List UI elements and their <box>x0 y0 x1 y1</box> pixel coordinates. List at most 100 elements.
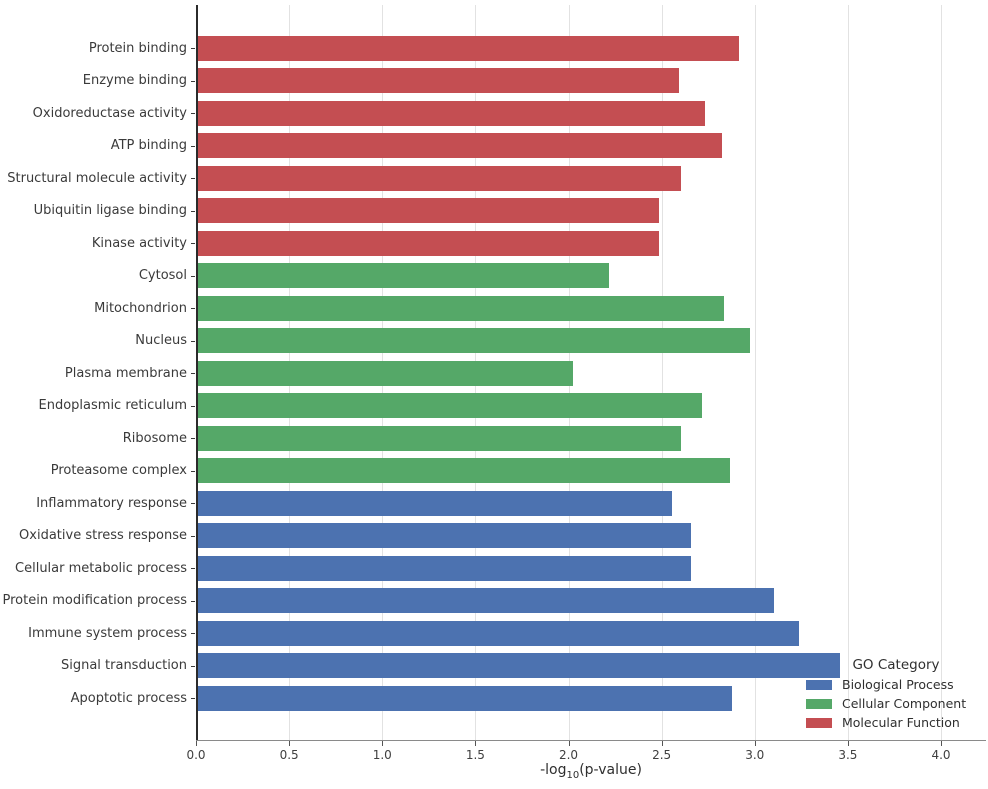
y-axis-spine <box>196 5 198 741</box>
y-tick <box>191 600 195 602</box>
legend-swatch <box>806 717 832 728</box>
category-label: Cytosol <box>138 268 187 283</box>
legend-entry: Biological Process <box>806 675 986 694</box>
bar <box>198 35 739 61</box>
bar <box>198 653 840 678</box>
x-tick <box>568 741 570 746</box>
category-label: Apoptotic process <box>70 690 187 706</box>
x-axis-spine <box>196 740 986 741</box>
y-tick <box>191 340 195 342</box>
category-label: Ribosome <box>122 430 187 446</box>
x-axis-label-suffix: (p-value) <box>579 762 642 778</box>
legend-title: GO Category <box>852 657 940 673</box>
y-tick <box>191 210 195 212</box>
bar <box>198 685 732 711</box>
gridline <box>661 5 663 741</box>
y-tick <box>191 470 195 472</box>
bar <box>198 263 609 288</box>
bar <box>198 68 680 93</box>
bar <box>198 198 659 223</box>
x-tick-label: 0.5 <box>279 748 299 762</box>
bar <box>198 458 730 483</box>
y-tick <box>191 568 195 569</box>
y-tick <box>191 48 195 49</box>
legend: GO Category Biological Process Cellular C… <box>806 655 986 732</box>
x-tick-label: 0.0 <box>186 748 206 762</box>
x-tick <box>289 741 291 746</box>
bar <box>198 393 702 418</box>
category-label: Inflammatory response <box>36 495 187 511</box>
y-tick <box>191 633 195 634</box>
y-tick <box>191 503 195 504</box>
bar <box>198 490 672 516</box>
y-tick <box>191 405 195 407</box>
category-label: ATP binding <box>110 138 187 153</box>
category-label: Kinase activity <box>91 235 187 251</box>
bar <box>198 165 682 191</box>
y-tick <box>191 438 195 439</box>
y-tick <box>191 373 195 374</box>
legend-entries: Biological Process Cellular Component Mole… <box>806 675 986 732</box>
plot-area <box>196 5 986 741</box>
y-tick <box>191 698 195 699</box>
bar <box>198 425 682 451</box>
x-axis-label-prefix: -log <box>540 762 567 778</box>
y-tick <box>191 178 195 179</box>
y-tick <box>191 308 195 309</box>
legend-entry: Molecular Function <box>806 713 986 732</box>
bar <box>198 133 723 158</box>
y-tick <box>191 275 195 277</box>
x-tick-label: 1.5 <box>465 748 485 762</box>
bar <box>198 230 659 256</box>
category-label: Proteasome complex <box>50 463 187 478</box>
x-tick <box>941 741 942 746</box>
y-tick <box>191 113 195 114</box>
x-tick-label: 3.0 <box>745 748 765 762</box>
category-label: Protein binding <box>88 40 187 56</box>
legend-swatch <box>806 698 832 709</box>
bar <box>198 523 691 548</box>
bar <box>198 555 691 581</box>
gridline <box>847 5 849 741</box>
bar <box>198 328 751 353</box>
x-tick-label: 2.5 <box>652 748 672 762</box>
y-tick <box>191 243 195 244</box>
bar <box>198 588 775 613</box>
x-tick <box>382 741 384 746</box>
category-label: Mitochondrion <box>94 300 187 316</box>
x-tick-label: 3.5 <box>838 748 858 762</box>
x-tick <box>475 741 477 746</box>
legend-swatch <box>806 679 832 690</box>
y-tick <box>191 80 195 82</box>
y-tick <box>191 145 195 147</box>
y-tick <box>191 535 195 537</box>
bar <box>198 360 574 386</box>
y-tick <box>191 665 195 667</box>
category-label: Signal transduction <box>60 658 187 673</box>
gridline <box>754 5 756 741</box>
legend-entry-label: Cellular Component <box>842 696 967 711</box>
x-tick <box>847 741 849 746</box>
bar <box>198 100 706 126</box>
x-axis-label: -log10(p-value) <box>196 762 986 781</box>
x-tick-label: 4.0 <box>931 748 951 762</box>
x-axis-label-subscript: 10 <box>566 769 580 781</box>
category-label: Cellular metabolic process <box>15 560 187 576</box>
x-tick <box>754 741 756 746</box>
category-label: Plasma membrane <box>64 365 187 381</box>
legend-entry-label: Biological Process <box>842 677 954 692</box>
bar <box>198 295 725 321</box>
x-tick-label: 2.0 <box>558 748 579 762</box>
category-label: Protein modification process <box>2 593 187 608</box>
category-label: Structural molecule activity <box>7 170 187 186</box>
category-label: Nucleus <box>135 333 187 348</box>
category-label: Enzyme binding <box>82 73 187 88</box>
gridline <box>941 5 942 741</box>
bar <box>198 620 799 646</box>
category-label: Ubiquitin ligase binding <box>33 203 187 218</box>
category-label: Oxidoreductase activity <box>32 105 187 121</box>
legend-entry-label: Molecular Function <box>842 715 960 730</box>
x-tick <box>661 741 663 746</box>
legend-entry: Cellular Component <box>806 694 986 713</box>
